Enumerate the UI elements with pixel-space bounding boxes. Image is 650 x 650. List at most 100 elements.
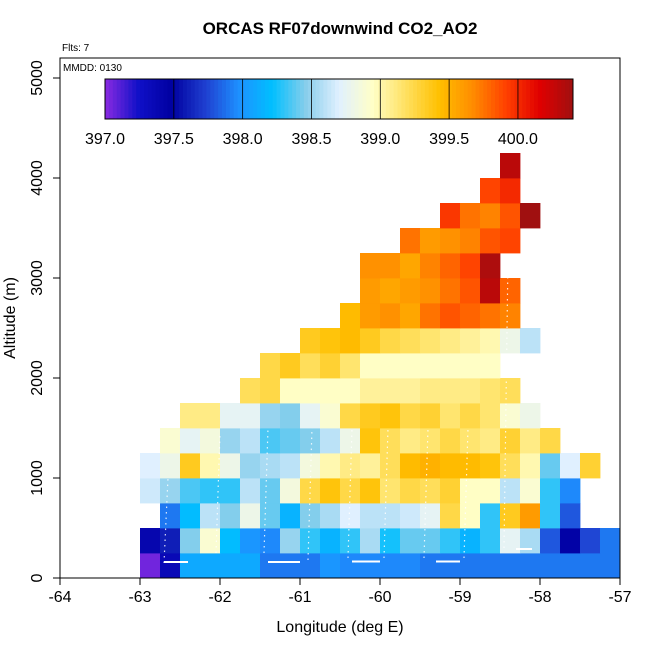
heatmap-cell <box>320 378 341 404</box>
heatmap-cell <box>260 378 281 404</box>
heatmap-cell <box>160 478 181 504</box>
heatmap-cell <box>560 503 581 529</box>
heatmap-cell <box>560 528 581 554</box>
heatmap-cell <box>440 428 461 454</box>
heatmap-cell <box>260 478 281 504</box>
heatmap-cell <box>140 528 161 554</box>
heatmap-cell <box>480 378 501 404</box>
y-tick-label: 1000 <box>29 460 46 496</box>
heatmap-cell <box>220 428 241 454</box>
heatmap-cell <box>500 228 521 254</box>
heatmap-cell <box>320 553 341 579</box>
heatmap-cell <box>480 328 501 354</box>
heatmap-cell <box>420 328 441 354</box>
flight-track-profile <box>307 427 313 561</box>
heatmap-cell <box>440 203 461 229</box>
heatmap-cell <box>140 553 161 579</box>
heatmap-cell <box>360 528 381 554</box>
heatmap-cell <box>520 403 541 429</box>
heatmap-cell <box>480 528 501 554</box>
heatmap-cell <box>460 253 481 279</box>
heatmap-cell <box>520 328 541 354</box>
heatmap-cell <box>320 328 341 354</box>
heatmap-cell <box>420 378 441 404</box>
y-axis: 0 1000 2000 3000 4000 5000 <box>29 60 60 582</box>
heatmap-cell <box>380 328 401 354</box>
heatmap-cell <box>320 353 341 379</box>
heatmap-cell <box>140 478 161 504</box>
heatmap-cell <box>580 453 601 479</box>
heatmap-cell <box>240 528 261 554</box>
heatmap-cell <box>440 328 461 354</box>
heatmap-cell <box>360 328 381 354</box>
heatmap-cell <box>300 353 321 379</box>
x-axis: -64 -63 -62 -61 -60 -59 -58 -57 <box>48 578 632 606</box>
heatmap-cell <box>340 453 361 479</box>
heatmap-cell <box>540 478 561 504</box>
heatmap-cell <box>220 553 241 579</box>
colorbar-tick-label: 399.5 <box>429 131 469 148</box>
x-tick-label: -59 <box>448 589 471 606</box>
heatmap-cell <box>340 353 361 379</box>
heatmap-cell <box>560 478 581 504</box>
heatmap-cell <box>500 328 521 354</box>
heatmap-cell <box>340 428 361 454</box>
heatmap-cell <box>200 503 221 529</box>
x-tick-label: -57 <box>608 589 631 606</box>
heatmap-cell <box>500 203 521 229</box>
heatmap-cell <box>380 553 401 579</box>
heatmap-cell <box>300 378 321 404</box>
heatmap-cell <box>340 303 361 329</box>
heatmap-cell <box>200 528 221 554</box>
heatmap-cell <box>420 503 441 529</box>
heatmap-cell <box>540 503 561 529</box>
heatmap-cell <box>480 503 501 529</box>
heatmap-cell <box>440 278 461 304</box>
heatmap-cell <box>320 528 341 554</box>
heatmap-cell <box>360 278 381 304</box>
heatmap-cell <box>500 403 521 429</box>
heatmap-cell <box>440 378 461 404</box>
heatmap-cell <box>140 453 161 479</box>
heatmap-cell <box>440 453 461 479</box>
colorbar-tick-label: 397.0 <box>85 131 125 148</box>
heatmap-cell <box>180 553 201 579</box>
heatmap-cell <box>320 478 341 504</box>
y-tick-label: 3000 <box>29 260 46 296</box>
heatmap-cell <box>540 453 561 479</box>
heatmap-cell <box>500 178 521 204</box>
heatmap-cell <box>280 378 301 404</box>
heatmap-cell <box>540 553 561 579</box>
heatmap-cell <box>560 553 581 579</box>
x-tick-label: -58 <box>528 589 551 606</box>
heatmap-cell <box>520 553 541 579</box>
heatmap-cell <box>440 528 461 554</box>
heatmap-cell <box>200 478 221 504</box>
heatmap-cell <box>440 478 461 504</box>
heatmap-cell <box>540 428 561 454</box>
heatmap-cell <box>400 528 421 554</box>
x-axis-label: Longitude (deg E) <box>276 619 403 636</box>
heatmap-cell <box>400 253 421 279</box>
heatmap-cell <box>180 528 201 554</box>
heatmap-cell <box>460 453 481 479</box>
heatmap-cell <box>440 253 461 279</box>
heatmap-cell <box>500 278 521 304</box>
heatmap-cell <box>340 553 361 579</box>
heatmap-cell <box>280 353 301 379</box>
y-tick-label: 2000 <box>29 360 46 396</box>
heatmap-cell <box>360 428 381 454</box>
heatmap-cell <box>380 503 401 529</box>
heatmap-cell <box>480 553 501 579</box>
heatmap-cell <box>440 403 461 429</box>
heatmap-cell <box>380 478 401 504</box>
heatmap-cell <box>480 253 501 279</box>
heatmap-cell <box>400 328 421 354</box>
heatmap-cell <box>400 378 421 404</box>
heatmap-cell <box>480 203 501 229</box>
x-tick-label: -63 <box>128 589 151 606</box>
heatmap-cell <box>380 253 401 279</box>
heatmap-cell <box>260 403 281 429</box>
heatmap-cell <box>180 428 201 454</box>
heatmap-cell <box>520 428 541 454</box>
